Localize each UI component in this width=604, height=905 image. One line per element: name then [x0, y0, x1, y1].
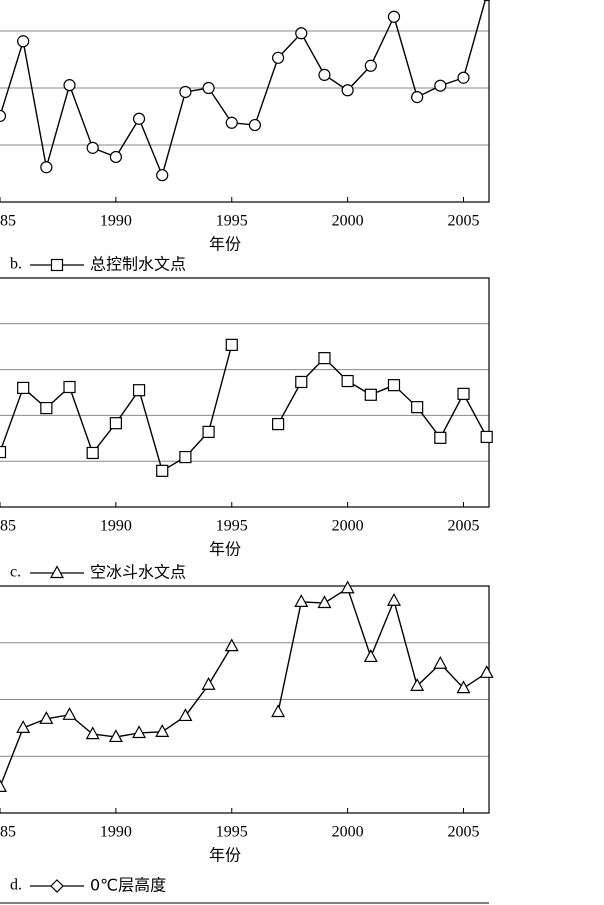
point	[178, 708, 193, 722]
legend-text: 空冰斗水文点	[90, 563, 186, 582]
point	[202, 81, 215, 95]
legend-marker	[50, 879, 64, 893]
point	[179, 450, 192, 464]
legend-text: 总控制水文点	[90, 255, 186, 274]
point	[202, 425, 215, 438]
x-tick-label: 2000	[332, 213, 364, 230]
point	[0, 445, 7, 459]
x-tick-label: 1995	[216, 518, 248, 535]
legend-label: b.	[10, 256, 22, 273]
x-tick-label: 1990	[100, 518, 132, 535]
point	[341, 374, 354, 388]
point	[86, 141, 99, 154]
point	[363, 649, 378, 663]
point	[201, 676, 216, 690]
plot-frame	[0, 0, 490, 203]
point	[132, 725, 147, 739]
point	[109, 150, 122, 164]
point	[386, 593, 401, 606]
point	[433, 655, 448, 669]
point	[434, 79, 447, 92]
point	[132, 384, 146, 397]
legend-label: c.	[10, 564, 21, 581]
point	[155, 724, 170, 737]
point	[341, 84, 354, 97]
x-axis-label: 年份	[209, 540, 241, 559]
point	[0, 109, 7, 123]
point	[317, 595, 332, 609]
point	[318, 68, 331, 81]
point	[63, 79, 76, 92]
point	[340, 580, 355, 594]
x-tick-label: 1985	[0, 213, 16, 230]
point	[156, 169, 169, 182]
point	[457, 71, 470, 84]
point	[156, 464, 169, 477]
point	[387, 379, 401, 392]
x-axis-label: 年份	[209, 846, 241, 865]
x-tick-label: 2000	[332, 518, 364, 535]
point	[40, 161, 53, 174]
x-tick-label: 1985	[0, 518, 16, 535]
point	[62, 707, 77, 720]
x-tick-label: 2005	[448, 518, 480, 535]
point	[108, 729, 123, 743]
point	[434, 431, 447, 444]
point	[132, 112, 146, 125]
point	[456, 680, 471, 694]
point	[16, 720, 31, 733]
plot-frame	[0, 277, 490, 508]
point	[480, 430, 493, 444]
point	[86, 446, 99, 460]
point	[457, 387, 470, 400]
legend-text: 0℃层高度	[90, 876, 166, 895]
point	[483, 0, 491, 2]
point	[410, 678, 425, 691]
x-tick-label: 1990	[100, 824, 132, 841]
point	[0, 779, 8, 792]
point	[295, 27, 308, 40]
point	[271, 704, 286, 718]
point	[387, 10, 401, 23]
legend-label: d.	[10, 877, 22, 894]
series-line	[0, 0, 487, 178]
point	[272, 418, 285, 431]
legend-marker	[50, 258, 64, 272]
point	[224, 638, 239, 652]
point	[411, 91, 424, 104]
point	[295, 375, 308, 389]
point	[294, 594, 309, 607]
point	[411, 401, 424, 414]
point	[39, 711, 54, 724]
point	[479, 665, 494, 678]
x-tick-label: 1995	[216, 213, 248, 230]
point	[109, 417, 122, 430]
point	[364, 59, 377, 72]
point	[364, 388, 377, 401]
legend-marker	[49, 565, 65, 579]
x-tick-label: 1990	[100, 213, 132, 230]
point	[225, 338, 238, 351]
point	[272, 51, 285, 64]
x-tick-label: 1995	[216, 824, 248, 841]
point	[318, 352, 331, 365]
point	[40, 401, 53, 415]
point	[225, 116, 238, 129]
point	[248, 118, 262, 132]
plot-frame	[0, 585, 490, 814]
x-axis-label: 年份	[209, 235, 241, 254]
x-tick-label: 2005	[448, 824, 480, 841]
point	[85, 726, 100, 740]
x-tick-label: 2005	[448, 213, 480, 230]
point	[17, 381, 30, 395]
x-tick-label: 2000	[332, 824, 364, 841]
point	[179, 85, 192, 99]
point	[63, 380, 76, 394]
x-tick-label: 1985	[0, 824, 16, 841]
point	[17, 35, 30, 48]
